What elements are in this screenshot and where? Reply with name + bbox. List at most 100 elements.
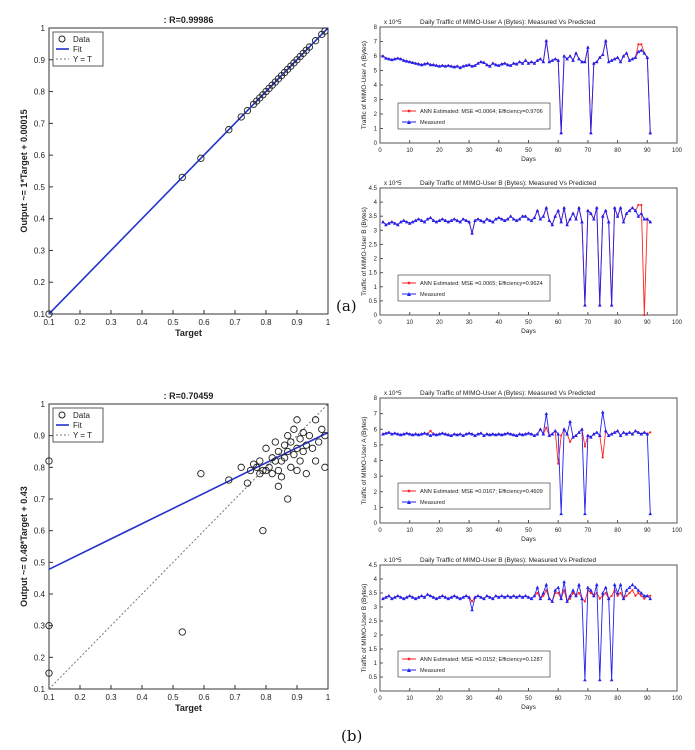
measured-point xyxy=(544,38,549,43)
measured-point xyxy=(615,55,620,59)
chart-0: 0.1 0.2 0.3 0.4 0.5 0.6 0.7 0.8 0.9 1 0.1 0.2 0.3 0.4… xyxy=(19,15,331,338)
measured-point xyxy=(452,217,457,221)
chart-3: 0.1 0.2 0.3 0.4 0.5 0.6 0.7 0.8 0.9 1 0.1 0.2 0.3 0.4… xyxy=(19,391,331,713)
measured-point xyxy=(538,57,543,61)
measured-point xyxy=(416,595,421,599)
measured-point xyxy=(455,64,460,68)
measured-point xyxy=(440,431,445,435)
estimated-point xyxy=(589,591,592,595)
chart-title: Daily Traffic of MIMO-User B (Bytes): Me… xyxy=(420,557,597,564)
measured-point xyxy=(550,58,555,62)
measured-point xyxy=(381,220,385,224)
measured-point xyxy=(384,431,388,435)
measured-point xyxy=(574,217,578,221)
measured-point xyxy=(470,231,474,235)
measured-point xyxy=(449,218,454,222)
measured-point xyxy=(636,214,641,218)
measured-point xyxy=(428,62,433,67)
measured-point xyxy=(434,63,439,67)
measured-point xyxy=(505,62,510,67)
measured-point xyxy=(529,60,534,64)
measured-point xyxy=(485,62,489,67)
data-point xyxy=(290,425,298,433)
x-axis-label: Target xyxy=(175,328,202,338)
estimated-point xyxy=(577,591,581,595)
measured-point xyxy=(568,419,572,423)
data-point xyxy=(311,416,320,424)
measured-point xyxy=(443,218,448,222)
measured-point xyxy=(523,58,528,62)
measured-point xyxy=(404,220,409,224)
y-tick-label: 8 xyxy=(374,25,378,31)
measured-point xyxy=(458,65,462,70)
estimated-point xyxy=(649,431,652,434)
measured-point xyxy=(396,56,400,60)
estimated-point xyxy=(604,591,607,595)
y-tick-label: 0.3 xyxy=(34,246,46,255)
legend-tri-measured xyxy=(407,668,411,672)
measured-point xyxy=(612,57,617,61)
measured-point xyxy=(461,64,465,68)
measured-point xyxy=(568,217,572,221)
measured-point xyxy=(473,63,477,67)
measured-point xyxy=(562,205,566,210)
measured-point xyxy=(639,211,644,215)
y-tick-label: 4 xyxy=(374,83,378,89)
measured-point xyxy=(431,595,436,599)
estimated-point xyxy=(640,594,643,597)
measured-point xyxy=(544,205,549,210)
measured-point xyxy=(401,596,406,601)
x-tick-label: 0 xyxy=(378,320,382,326)
legend-box xyxy=(397,274,551,302)
measured-point xyxy=(416,217,421,221)
measured-point xyxy=(597,303,602,307)
measured-point xyxy=(396,222,400,227)
data-point xyxy=(315,438,323,446)
y-tick-label: 1 xyxy=(374,127,378,133)
legend-label: Measured xyxy=(420,120,445,126)
measured-point xyxy=(520,214,525,218)
measured-point xyxy=(514,595,519,599)
measured-point xyxy=(583,60,587,64)
estimated-point xyxy=(649,594,652,597)
estimated-point xyxy=(583,445,587,448)
y-tick-label: 0 xyxy=(374,689,378,695)
measured-point xyxy=(621,430,626,434)
measured-point xyxy=(517,432,522,436)
measured-point xyxy=(556,585,560,589)
data-point xyxy=(290,451,298,459)
y-tick-label: 1 xyxy=(41,400,46,409)
x-axis-label: Days xyxy=(521,704,537,711)
chart-title: : R=0.70459 xyxy=(164,391,214,401)
measured-point xyxy=(526,431,531,435)
x-tick-label: 80 xyxy=(614,528,621,534)
x-tick-label: 100 xyxy=(672,696,683,702)
measured-point xyxy=(612,582,617,587)
x-tick-label: 70 xyxy=(585,320,592,326)
measured-point xyxy=(449,64,454,68)
measured-point xyxy=(595,430,599,434)
estimated-point xyxy=(616,594,619,597)
y-tick-label: 1.5 xyxy=(369,647,378,653)
y-tick-label: 4.5 xyxy=(369,563,378,569)
legend-tri-measured xyxy=(407,500,411,504)
y-tick-label: 3 xyxy=(374,98,378,104)
measured-point xyxy=(422,62,427,66)
data-point xyxy=(321,27,329,35)
x-tick-label: 90 xyxy=(644,696,651,702)
x-tick-label: 80 xyxy=(614,148,621,154)
x-tick-label: 10 xyxy=(406,696,413,702)
x-tick-label: 40 xyxy=(495,696,502,702)
measured-point xyxy=(556,432,560,436)
x-tick-label: 0.7 xyxy=(229,318,241,327)
measured-point xyxy=(467,595,471,599)
estimated-point xyxy=(643,313,646,317)
data-point xyxy=(280,454,289,462)
x-tick-label: 30 xyxy=(466,696,473,702)
measured-point xyxy=(425,61,430,65)
y-tick-label: 0 xyxy=(374,141,378,147)
y-tick-label: 3.5 xyxy=(369,591,378,597)
measured-point xyxy=(535,208,540,213)
measured-point xyxy=(387,221,391,225)
measured-point xyxy=(499,62,504,66)
